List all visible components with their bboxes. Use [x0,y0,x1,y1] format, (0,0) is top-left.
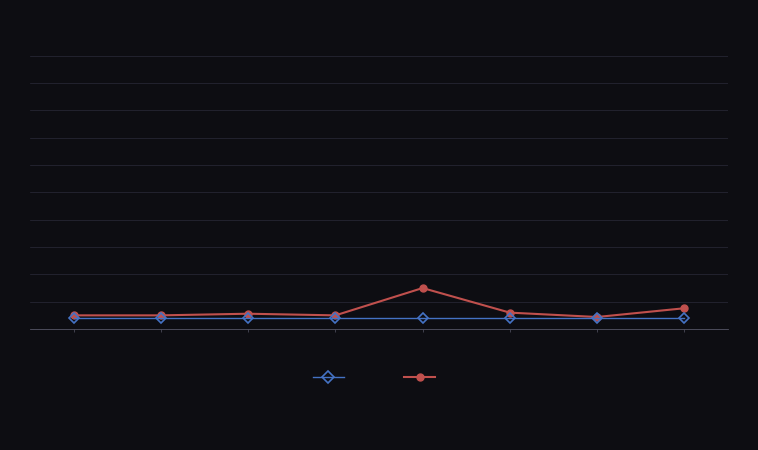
Legend: , : , [308,366,450,389]
